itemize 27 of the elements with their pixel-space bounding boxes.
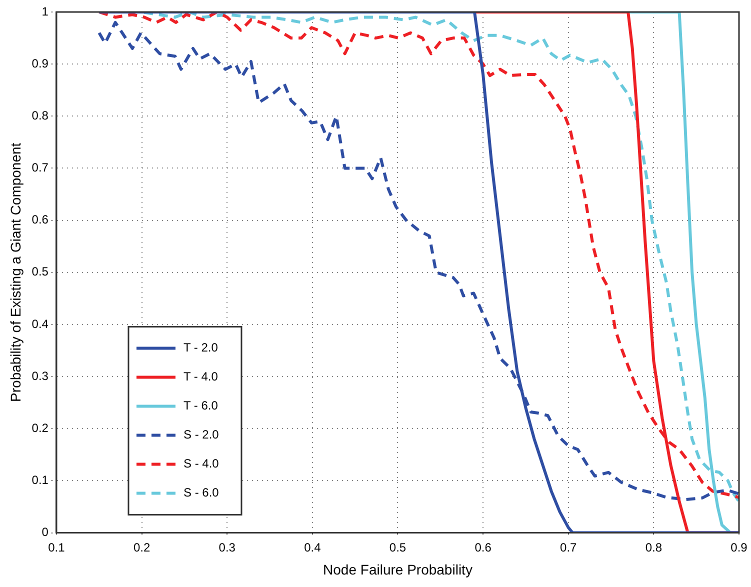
legend-label: S - 4.0: [183, 456, 220, 471]
y-tick-label: 0.5: [32, 264, 49, 279]
x-tick-label: 0.6: [474, 540, 492, 554]
x-tick-label: 0.7: [560, 540, 578, 554]
y-axis-title: Probability of Existing a Giant Component: [7, 142, 24, 402]
y-tick-label: 0.2: [32, 420, 49, 435]
y-tick-label: 0.1: [32, 473, 49, 488]
legend-label: S - 2.0: [183, 428, 220, 442]
y-tick-label: 0: [42, 525, 49, 540]
y-tick-label: 0.8: [32, 108, 49, 122]
x-axis-title: Node Failure Probability: [323, 561, 472, 578]
y-tick-label: 0.7: [32, 160, 49, 175]
y-tick-label: 0.4: [32, 316, 49, 331]
x-tick-label: 0.9: [730, 540, 748, 554]
x-tick-label: 0.5: [389, 540, 406, 554]
x-tick-label: 0.2: [133, 540, 150, 554]
y-tick-label: 0.6: [32, 212, 49, 227]
legend-label: T - 4.0: [183, 370, 218, 384]
x-tick-label: 0.8: [645, 540, 662, 554]
y-tick-label: 0.9: [32, 56, 49, 70]
x-tick-label: 0.4: [304, 540, 322, 554]
y-tick-label: 0.3: [32, 368, 49, 383]
legend-label: T - 2.0: [183, 340, 218, 355]
x-tick-label: 0.3: [218, 540, 236, 554]
legend-label: S - 6.0: [183, 486, 220, 500]
legend-label: T - 6.0: [183, 398, 218, 413]
y-tick-label: 1: [42, 4, 49, 18]
